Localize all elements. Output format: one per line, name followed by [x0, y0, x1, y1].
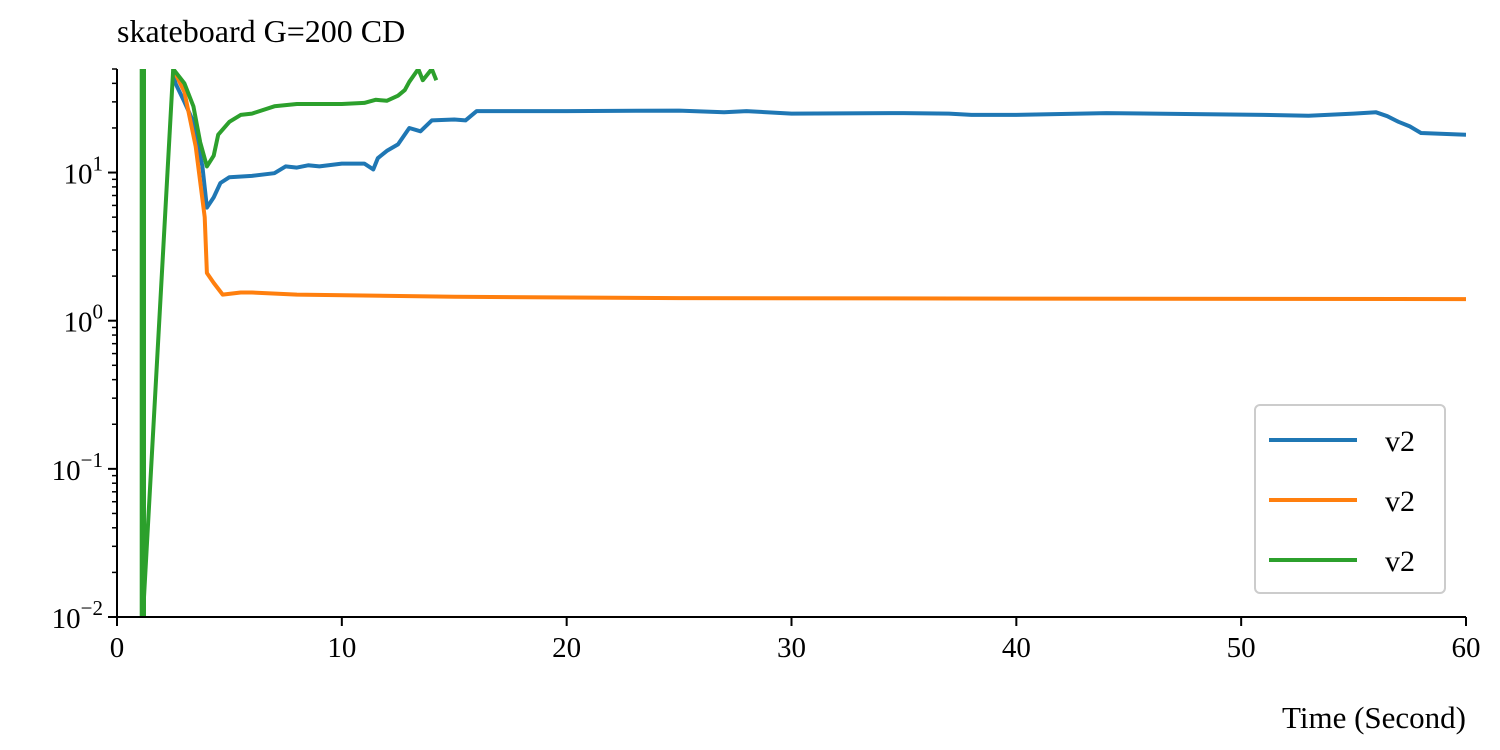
x-tick-label: 30 [777, 632, 806, 664]
legend: v2 v2 v2 [1254, 404, 1446, 594]
plot-lines [139, 69, 1466, 617]
x-tick-label: 20 [552, 632, 581, 664]
y-axis-ticks: 10−2 10−1 100 101 [52, 68, 117, 635]
x-tick-label: 0 [110, 632, 125, 664]
legend-label: v2 [1385, 425, 1415, 458]
x-tick-label: 50 [1227, 632, 1256, 664]
series-line-1 [171, 69, 1466, 210]
x-tick-label: 60 [1452, 632, 1481, 664]
x-tick-label: 40 [1002, 632, 1031, 664]
series-line-2 [171, 69, 1466, 302]
x-axis-ticks: 0 10 20 30 40 50 60 [110, 617, 1481, 664]
y-tick-label: 10−1 [52, 448, 103, 487]
y-tick-label: 100 [64, 300, 104, 339]
y-tick-label: 10−2 [52, 596, 103, 635]
chart-title: skateboard G=200 CD [117, 13, 405, 49]
series-line-3 [139, 69, 439, 617]
y-tick-label: 101 [64, 152, 104, 191]
legend-label: v2 [1385, 545, 1415, 578]
x-axis-label: Time (Second) [1282, 700, 1466, 735]
legend-label: v2 [1385, 485, 1415, 518]
x-tick-label: 10 [327, 632, 356, 664]
